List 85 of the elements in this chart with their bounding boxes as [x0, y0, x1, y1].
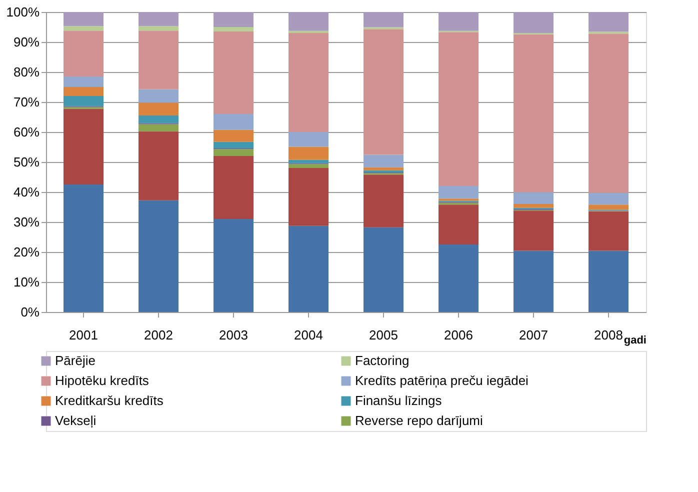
bar	[214, 142, 254, 148]
bar	[514, 34, 554, 192]
bar	[64, 108, 104, 184]
bar	[588, 12, 628, 32]
bar	[64, 184, 104, 312]
bar	[288, 168, 328, 226]
y-tick-label: 80%	[13, 64, 40, 80]
bar	[64, 30, 104, 76]
bar	[138, 124, 178, 132]
x-axis-title: gadi	[624, 334, 646, 346]
y-tick-label: 30%	[13, 214, 40, 230]
y-tick-label: 90%	[13, 34, 40, 50]
bar	[214, 130, 254, 142]
bar	[514, 250, 554, 312]
legend-label: Pārējie	[55, 353, 96, 368]
y-tick-label: 100%	[6, 4, 40, 20]
bar	[364, 29, 404, 155]
legend-label: Hipotēku kredīts	[55, 373, 150, 388]
bar	[288, 12, 328, 31]
bar	[588, 211, 628, 251]
bar	[288, 226, 328, 312]
bar	[438, 244, 478, 312]
bar	[138, 12, 178, 26]
bar	[514, 204, 554, 208]
bar	[514, 12, 554, 33]
y-tick-label: 0%	[20, 304, 40, 320]
bar	[214, 149, 254, 156]
bar	[138, 131, 178, 200]
bar	[138, 116, 178, 124]
bar	[364, 167, 404, 170]
bar	[438, 204, 478, 244]
bar	[214, 156, 254, 219]
y-tick-label: 60%	[13, 124, 40, 140]
bar	[288, 164, 328, 168]
bar	[214, 32, 254, 114]
bar	[588, 34, 628, 193]
x-tick-label: 2007	[519, 328, 548, 342]
y-tick-label: 20%	[13, 244, 40, 260]
bar	[214, 12, 254, 27]
legend-label: Factoring	[355, 353, 410, 368]
x-tick-label: 2004	[294, 328, 323, 342]
legend-label: Vekseļi	[55, 413, 96, 428]
y-tick-label: 10%	[13, 274, 40, 290]
bar	[438, 12, 478, 31]
bar	[138, 200, 178, 312]
y-tick-label: 40%	[13, 184, 40, 200]
bar	[138, 102, 178, 116]
bar	[64, 26, 104, 31]
bar	[588, 204, 628, 210]
bar	[514, 210, 554, 251]
bar	[588, 192, 628, 205]
x-tick-label: 2006	[444, 328, 473, 342]
legend-label: Reverse repo darījumi	[355, 413, 483, 428]
legend-label: Kredīts patēriņa preču iegādei	[355, 373, 529, 388]
x-tick-label: 2003	[219, 328, 248, 342]
bar	[364, 174, 404, 228]
bar	[214, 219, 254, 312]
bar	[64, 76, 104, 87]
bar	[138, 26, 178, 31]
bar	[64, 87, 104, 96]
x-tick-label: 2001	[69, 328, 98, 342]
bar	[288, 160, 328, 164]
y-tick-label: 50%	[13, 154, 40, 170]
x-tick-label: 2002	[144, 328, 173, 342]
bar	[438, 186, 478, 199]
x-tick-label: 2008	[594, 328, 623, 342]
bar	[138, 89, 178, 103]
y-tick-label: 70%	[13, 94, 40, 110]
bar	[514, 192, 554, 204]
bar	[138, 30, 178, 90]
bar	[364, 227, 404, 312]
x-tick-label: 2005	[369, 328, 398, 342]
bar	[364, 154, 404, 168]
bar	[364, 12, 404, 28]
bar	[288, 33, 328, 132]
bar	[438, 32, 478, 186]
legend-label: Finanšu līzings	[355, 393, 442, 408]
bar	[214, 27, 254, 32]
bar	[64, 96, 104, 106]
bar	[588, 250, 628, 312]
bar	[214, 114, 254, 130]
bar	[288, 146, 328, 160]
bar	[288, 132, 328, 147]
bar	[64, 12, 104, 26]
legend-label: Kreditkaršu kredīts	[55, 393, 164, 408]
